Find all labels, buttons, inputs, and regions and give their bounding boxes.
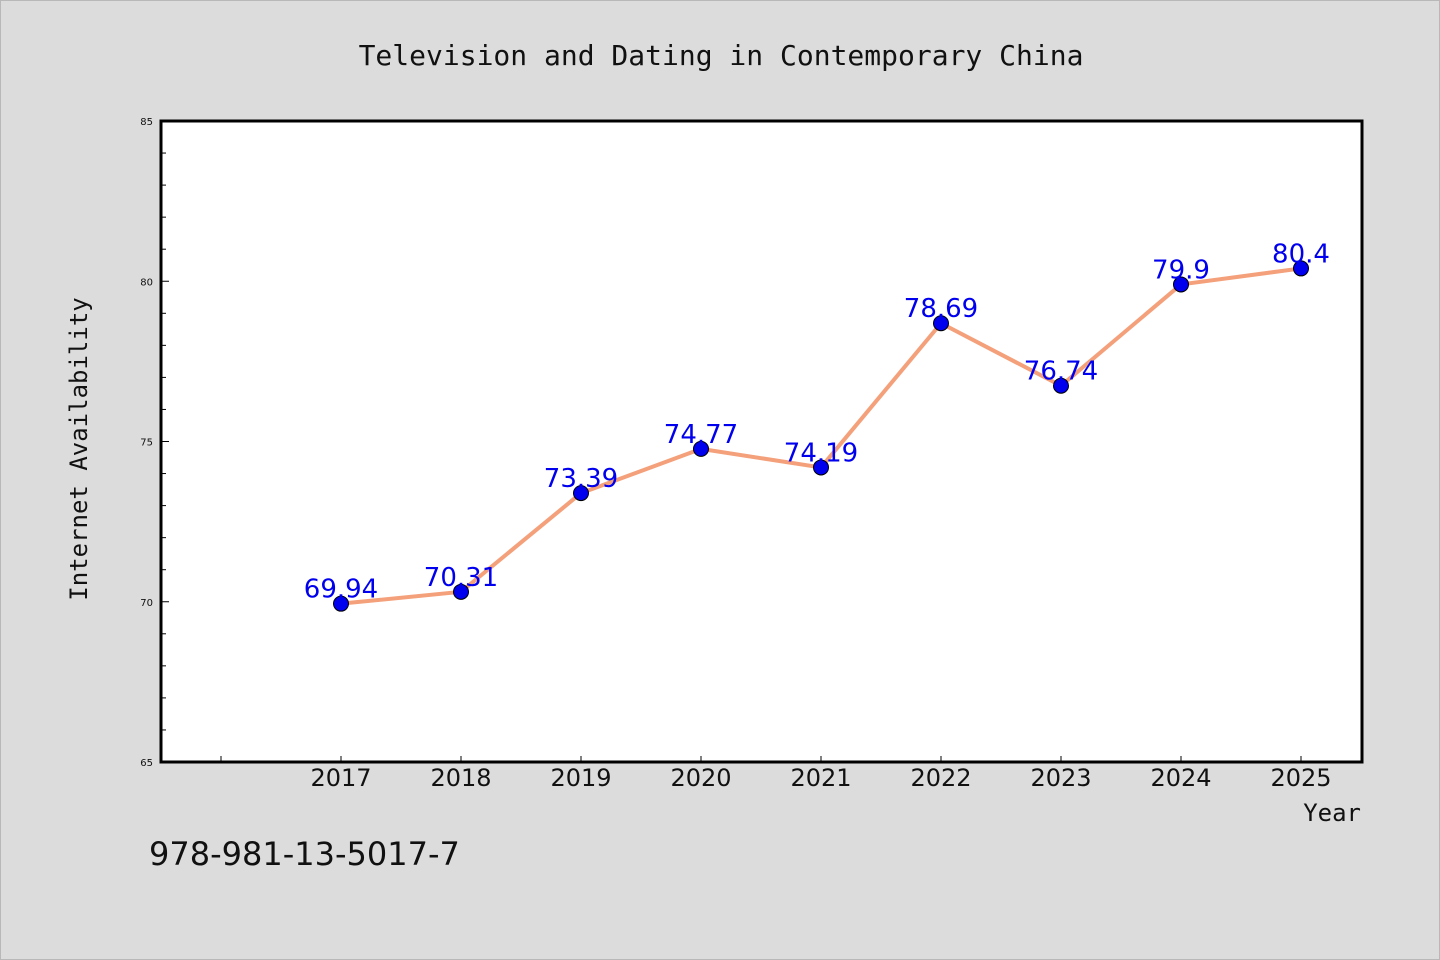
data-point bbox=[573, 485, 589, 502]
data-point bbox=[933, 315, 949, 332]
y-tick-label: 70 bbox=[140, 598, 153, 609]
data-label: 74.77 bbox=[664, 420, 738, 450]
data-point bbox=[453, 583, 469, 600]
data-label: 79.9 bbox=[1152, 255, 1210, 285]
y-tick-label: 75 bbox=[140, 438, 153, 449]
y-tick-label: 85 bbox=[140, 117, 153, 128]
x-tick-label: 2025 bbox=[1270, 764, 1331, 792]
data-label: 73.39 bbox=[544, 464, 618, 494]
x-tick-label: 2019 bbox=[550, 764, 611, 792]
data-point bbox=[1173, 276, 1189, 293]
data-point bbox=[1053, 377, 1069, 394]
y-tick-label: 65 bbox=[140, 758, 153, 769]
y-axis-label: Internet Availability bbox=[65, 297, 93, 600]
data-point bbox=[693, 440, 709, 457]
x-axis-label: Year bbox=[1303, 799, 1361, 827]
data-label: 70.31 bbox=[424, 563, 498, 593]
y-axis: 65 70 75 80 85 bbox=[140, 117, 169, 769]
x-tick-label: 2022 bbox=[910, 764, 971, 792]
data-label: 69.94 bbox=[304, 575, 378, 605]
data-point bbox=[333, 595, 349, 612]
plot-area bbox=[159, 119, 1364, 764]
x-axis: 2017 2018 2019 2020 2021 2022 2023 2024 2025 bbox=[220, 756, 1332, 792]
data-label: 74.19 bbox=[784, 438, 858, 468]
isbn-text: 978-981-13-5017-7 bbox=[149, 835, 460, 873]
data-label: 76.74 bbox=[1024, 357, 1098, 387]
x-tick-label: 2020 bbox=[670, 764, 731, 792]
data-label: 80.4 bbox=[1272, 239, 1330, 269]
y-tick-label: 80 bbox=[140, 277, 153, 288]
x-tick-label: 2023 bbox=[1030, 764, 1091, 792]
x-tick-label: 2024 bbox=[1150, 764, 1211, 792]
x-tick-label: 2021 bbox=[790, 764, 851, 792]
data-point bbox=[1293, 260, 1309, 277]
x-tick-label: 2018 bbox=[430, 764, 491, 792]
x-tick-label: 2017 bbox=[310, 764, 371, 792]
data-point bbox=[813, 459, 829, 476]
chart-title: Television and Dating in Contemporary Ch… bbox=[359, 39, 1084, 72]
series-layer: 69.94 70.31 73.39 74.77 74.19 78.69 76.74 79.9 8… bbox=[304, 239, 1330, 612]
data-label: 78.69 bbox=[904, 294, 978, 324]
